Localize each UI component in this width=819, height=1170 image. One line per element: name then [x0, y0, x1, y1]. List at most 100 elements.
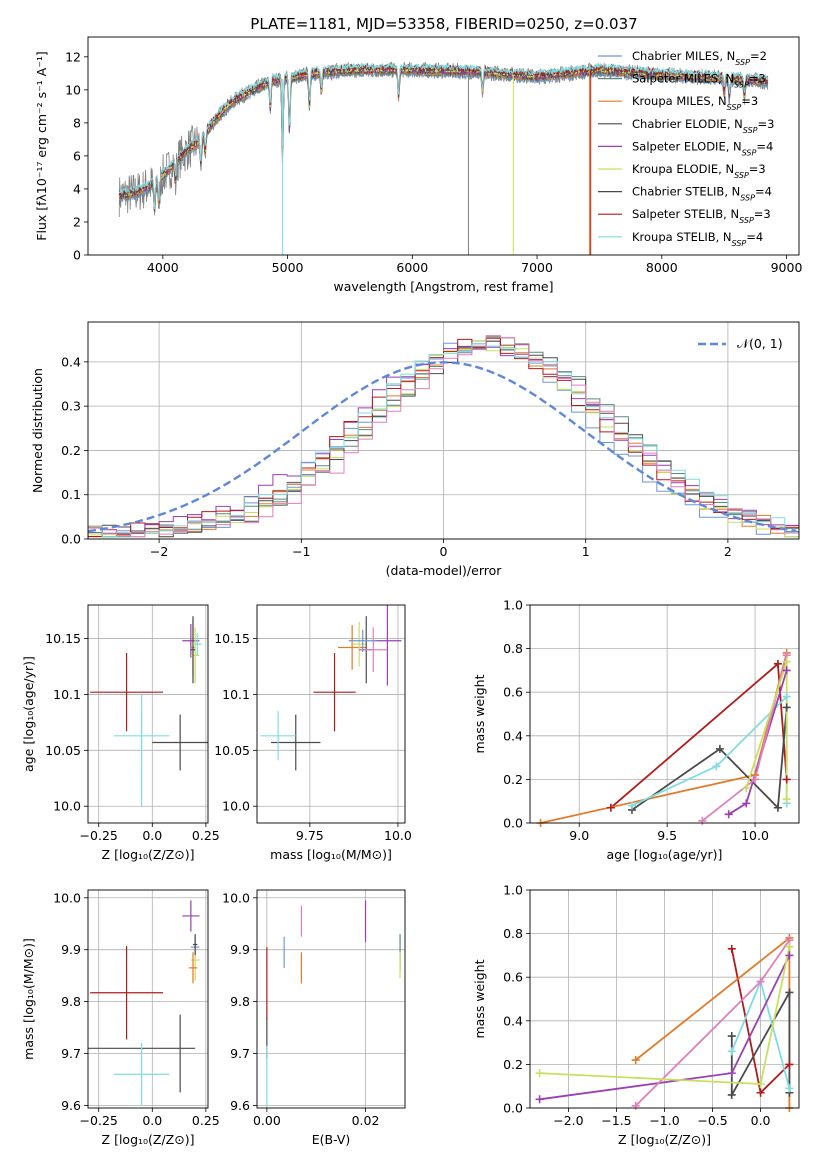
legend-suffix: =4: [755, 185, 772, 199]
weight-marker: [782, 666, 791, 675]
panel-residuals: −2 −1 0 1 2 0.0 0.1 0.2 0.3 0.4 (data-model)/error…: [30, 321, 800, 578]
y-tick-label: 9.8: [61, 994, 81, 1009]
legend-sub: SSP: [734, 171, 749, 180]
y-tick-label: 0.1: [61, 487, 81, 502]
plot-area: [540, 652, 788, 823]
y-tick-label: 10: [65, 82, 81, 97]
legend-sub: SSP: [740, 193, 755, 202]
legend-text: Kroupa MILES, N: [632, 94, 727, 108]
legend-suffix: =4: [746, 230, 763, 244]
weight-marker: [631, 1101, 640, 1110]
y-tick-label: 10.05: [214, 743, 250, 758]
legend: 𝒩(0, 1): [698, 336, 783, 351]
legend-suffix: =2: [750, 49, 767, 63]
weight-marker: [535, 1095, 544, 1104]
weight-marker: [727, 1047, 736, 1056]
legend-text: Chabrier ELODIE, N: [632, 117, 743, 131]
weight-marker: [773, 659, 782, 668]
y-axis-label: Flux [fλ10⁻¹⁷ erg cm⁻² s⁻¹ A⁻¹]: [34, 51, 49, 240]
legend-text: Kroupa ELODIE, N: [632, 162, 734, 176]
x-tick-label: 5000: [272, 260, 304, 275]
weight-marker: [782, 775, 791, 784]
y-tick-label: 9.8: [230, 994, 250, 1009]
panel-age_vs_Z: −0.25 0.0 0.25 10.0 10.05 10.1 10.15 Z [log₁₀(Z…: [21, 604, 220, 862]
legend-sub: SSP: [743, 125, 758, 134]
plot-area: [88, 335, 799, 538]
x-tick-label: −0.5: [697, 1113, 727, 1128]
y-axis-label: age [log₁₀(age/yr)]: [21, 656, 36, 772]
y-tick-label: 10.0: [222, 799, 250, 814]
x-axis-label: Z [log₁₀(Z/Z⊙)]: [102, 1132, 195, 1147]
x-tick-label: 7000: [521, 260, 553, 275]
weight-marker: [727, 1090, 736, 1099]
legend-sub: SSP: [727, 103, 742, 112]
legend-label: Chabrier STELIB, NSSP=4: [632, 185, 772, 203]
normal-curve: [88, 361, 797, 533]
plot-area: [90, 616, 208, 807]
y-tick-label: 10.05: [45, 743, 81, 758]
y-tick-label: 1.0: [503, 598, 523, 613]
y-axis-label: mass weight: [472, 674, 487, 753]
weight-marker: [785, 988, 794, 997]
y-tick-label: 0.8: [503, 641, 523, 656]
model-spectrum-8: [118, 62, 769, 210]
y-tick-label: 0.0: [503, 816, 523, 831]
weight-marker: [727, 1069, 736, 1078]
weight-marker: [782, 657, 791, 666]
legend-text: Salpeter STELIB, N: [632, 207, 739, 221]
x-tick-label: 0: [440, 544, 448, 559]
legend-suffix: =3: [741, 94, 758, 108]
panel-mass_weight_vs_age: 9.0 9.5 10.0 0.0 0.2 0.4 0.6 0.8 1.0 age [log₁₀(a…: [472, 598, 800, 862]
y-tick-label: 0.8: [503, 926, 523, 941]
x-tick-label: 2: [724, 544, 732, 559]
legend-label: Salpeter ELODIE, NSSP=4: [632, 139, 773, 157]
weight-marker: [785, 1060, 794, 1069]
weight-marker: [785, 951, 794, 960]
y-tick-label: 0.6: [503, 685, 523, 700]
axes-frame: [256, 604, 406, 824]
legend-text: Chabrier STELIB, N: [632, 185, 740, 199]
axes-frame: [87, 889, 209, 1109]
x-tick-label: −1.0: [649, 1113, 679, 1128]
y-tick-label: 12: [65, 49, 81, 64]
x-tick-label: 9.75: [296, 828, 324, 843]
histogram-pink: [88, 335, 799, 538]
x-tick-label: −0.25: [80, 1113, 118, 1128]
plot-area: [88, 900, 200, 1106]
x-tick-label: 1: [582, 544, 590, 559]
x-tick-label: −2.0: [553, 1113, 583, 1128]
y-tick-label: 9.6: [61, 1098, 81, 1113]
legend-label: Salpeter MILES, NSSP=3: [632, 72, 766, 90]
x-tick-label: 0.25: [192, 828, 220, 843]
x-axis-label: Z [log₁₀(Z/Z⊙)]: [102, 847, 195, 862]
panel-mass_weight_vs_Z: −2.0 −1.5 −1.0 −0.5 0.0 0.0 0.2 0.4 0.6 0.8 1.0 Z […: [472, 883, 800, 1147]
legend-text: Chabrier MILES, N: [632, 49, 735, 63]
x-axis-label: wavelength [Angstrom, rest frame]: [333, 279, 553, 294]
y-tick-label: 10.0: [53, 799, 81, 814]
histogram-cyan: [88, 343, 799, 538]
legend-label: Kroupa ELODIE, NSSP=3: [632, 162, 766, 180]
legend-sub: SSP: [739, 216, 754, 225]
axes-frame: [256, 889, 406, 1109]
x-axis-label: mass [log₁₀(M/M⊙)]: [270, 847, 392, 862]
x-tick-label: 0.00: [253, 1113, 281, 1128]
weight-marker: [756, 1080, 765, 1089]
weight-marker: [727, 944, 736, 953]
x-tick-label: 0.25: [192, 1113, 220, 1128]
y-tick-label: 8: [73, 115, 81, 130]
x-axis-label: E(B-V): [312, 1132, 351, 1147]
weight-marker: [751, 775, 760, 784]
y-tick-label: 10.1: [222, 687, 250, 702]
plot-area: [260, 605, 402, 771]
y-tick-label: 2: [73, 214, 81, 229]
y-tick-label: 9.7: [61, 1046, 81, 1061]
x-tick-label: 4000: [147, 260, 179, 275]
y-tick-label: 0.4: [61, 354, 81, 369]
x-tick-label: −0.25: [80, 828, 118, 843]
weight-marker: [727, 1032, 736, 1041]
x-tick-label: 9.5: [657, 828, 677, 843]
weight-marker: [785, 1084, 794, 1093]
y-tick-label: 10.0: [53, 890, 81, 905]
panel-mass_vs_Z: −0.25 0.0 0.25 9.6 9.7 9.8 9.9 10.0 Z [log₁₀(Z/Z…: [21, 889, 220, 1147]
weight-marker: [782, 692, 791, 701]
